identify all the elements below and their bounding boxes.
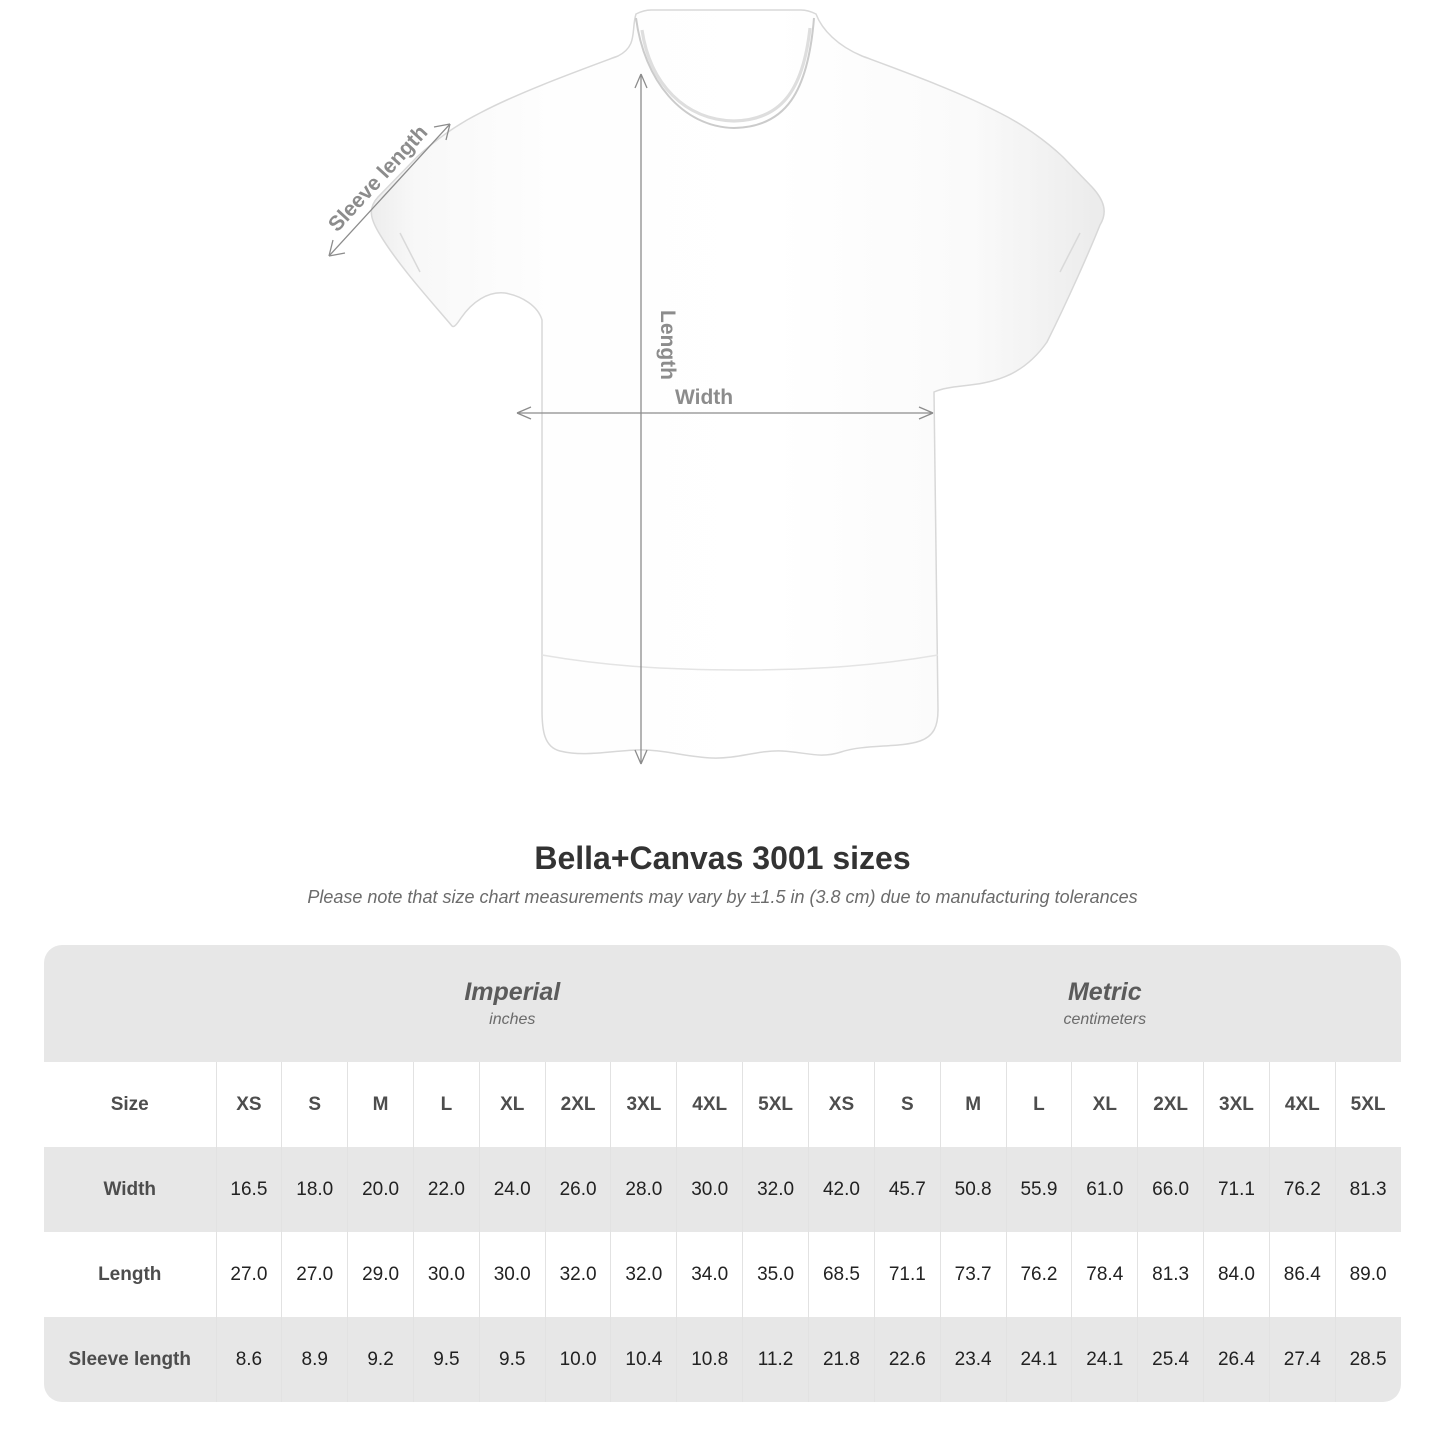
svg-text:Length: Length <box>656 310 679 380</box>
svg-text:Width: Width <box>675 386 733 409</box>
